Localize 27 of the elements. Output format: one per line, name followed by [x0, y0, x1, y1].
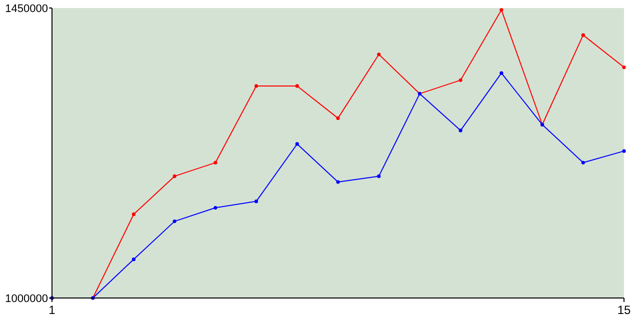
point — [295, 84, 299, 88]
point — [458, 78, 462, 82]
point — [622, 149, 626, 153]
point — [336, 180, 340, 184]
point — [500, 71, 504, 75]
point — [581, 33, 585, 37]
point — [336, 116, 340, 120]
y-tick-label: 1450000 — [5, 2, 48, 15]
x-tick-label: 15 — [617, 303, 631, 317]
y-tick-label: 1000000 — [5, 292, 48, 305]
x-tick-label: 1 — [48, 303, 56, 317]
point — [458, 128, 462, 132]
point — [622, 65, 626, 70]
point — [500, 8, 504, 12]
point — [254, 200, 258, 204]
point — [581, 160, 585, 164]
line-series — [50, 8, 626, 300]
point — [377, 52, 381, 56]
point — [214, 160, 218, 164]
point — [132, 212, 136, 216]
point — [172, 220, 176, 224]
point — [214, 206, 218, 210]
point — [132, 258, 136, 262]
point — [172, 174, 176, 178]
point — [254, 84, 258, 88]
point — [377, 174, 381, 178]
point — [295, 142, 299, 146]
